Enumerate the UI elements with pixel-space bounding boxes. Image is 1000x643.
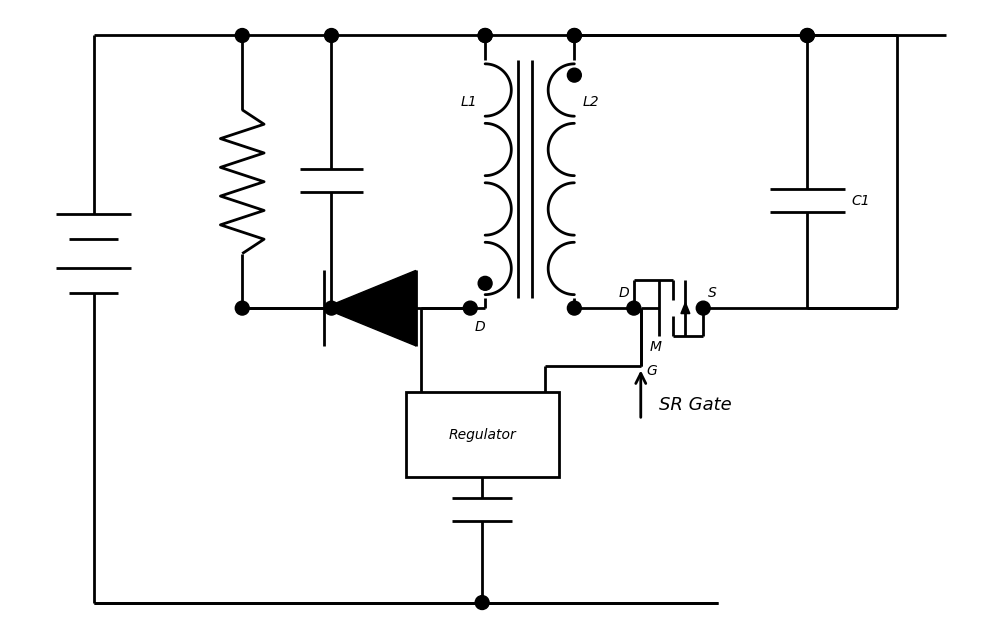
Text: M: M [650, 340, 662, 354]
Circle shape [627, 301, 641, 315]
Text: Regulator: Regulator [449, 428, 517, 442]
Circle shape [463, 301, 477, 315]
Circle shape [567, 28, 581, 42]
Circle shape [567, 301, 581, 315]
Text: D: D [618, 286, 629, 300]
Bar [406, 392, 559, 476]
Circle shape [696, 301, 710, 315]
Circle shape [567, 68, 581, 82]
Text: L2: L2 [582, 95, 599, 109]
Circle shape [478, 28, 492, 42]
Circle shape [800, 28, 814, 42]
Text: S: S [708, 286, 717, 300]
Circle shape [800, 28, 814, 42]
Text: L1: L1 [461, 95, 477, 109]
Text: SR Gate: SR Gate [659, 396, 731, 414]
Text: C1: C1 [851, 194, 870, 208]
Circle shape [325, 301, 338, 315]
Circle shape [235, 301, 249, 315]
Polygon shape [324, 271, 416, 346]
Text: D: D [474, 320, 485, 334]
Circle shape [325, 28, 338, 42]
Circle shape [478, 28, 492, 42]
Circle shape [567, 28, 581, 42]
Polygon shape [681, 303, 690, 314]
Circle shape [478, 276, 492, 290]
Circle shape [475, 595, 489, 610]
Circle shape [235, 28, 249, 42]
Text: G: G [647, 364, 657, 377]
